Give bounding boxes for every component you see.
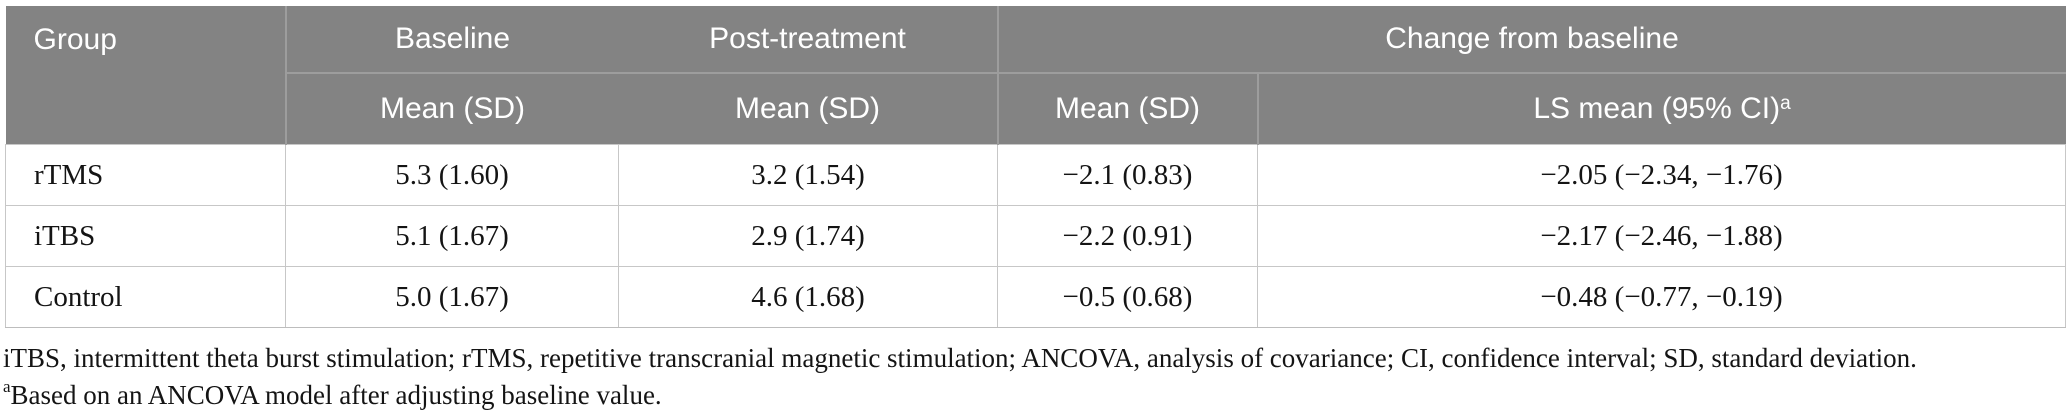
baseline-mean-cell: 5.1 (1.67) [285,205,619,267]
baseline-mean-cell: 5.3 (1.60) [285,144,619,206]
change-ls-mean-cell: −0.48 (−0.77, −0.19) [1256,266,2067,328]
table-row-control: Control 5.0 (1.67) 4.6 (1.68) −0.5 (0.68… [5,266,2067,328]
column-header-baseline: Baseline [285,6,619,74]
change-mean-cell: −0.5 (0.68) [997,266,1258,328]
subheader-baseline-mean-sd: Mean (SD) [285,73,619,145]
ls-mean-footnote-marker: a [1780,93,1791,114]
table-row-itbs: iTBS 5.1 (1.67) 2.9 (1.74) −2.2 (0.91) −… [5,205,2067,267]
table-row-rtms: rTMS 5.3 (1.60) 3.2 (1.54) −2.1 (0.83) −… [5,144,2067,206]
change-mean-cell: −2.1 (0.83) [997,144,1258,206]
post-treatment-mean-cell: 4.6 (1.68) [618,266,998,328]
abbreviations-note: iTBS, intermittent theta burst stimulati… [3,343,1917,373]
post-treatment-mean-cell: 2.9 (1.74) [618,205,998,267]
ancova-note-text: Based on an ANCOVA model after adjusting… [10,380,662,410]
group-cell: Control [5,266,286,328]
ls-mean-label: LS mean (95% CI) [1533,92,1781,125]
ancova-note-marker: a [3,377,11,396]
change-mean-cell: −2.2 (0.91) [997,205,1258,267]
post-treatment-mean-cell: 3.2 (1.54) [618,144,998,206]
subheader-post-treatment-mean-sd: Mean (SD) [618,73,999,145]
group-cell: iTBS [5,205,286,267]
column-header-group: Group [5,6,287,145]
group-cell: rTMS [5,144,286,206]
table-body: rTMS 5.3 (1.60) 3.2 (1.54) −2.1 (0.83) −… [5,144,2067,328]
subheader-ls-mean-95ci: LS mean (95% CI)a [1257,73,2066,145]
change-ls-mean-cell: −2.17 (−2.46, −1.88) [1256,205,2067,267]
change-ls-mean-cell: −2.05 (−2.34, −1.76) [1256,144,2067,206]
table-footnotes: iTBS, intermittent theta burst stimulati… [3,340,2063,414]
subheader-change-mean-sd: Mean (SD) [997,73,1259,145]
column-header-post-treatment: Post-treatment [618,6,999,74]
treatment-outcomes-table: Group Baseline Post-treatment Change fro… [5,6,2067,328]
column-header-change-from-baseline: Change from baseline [997,6,2066,74]
table-header: Group Baseline Post-treatment Change fro… [5,6,2066,145]
ancova-note: aBased on an ANCOVA model after adjustin… [3,377,2063,414]
baseline-mean-cell: 5.0 (1.67) [285,266,619,328]
